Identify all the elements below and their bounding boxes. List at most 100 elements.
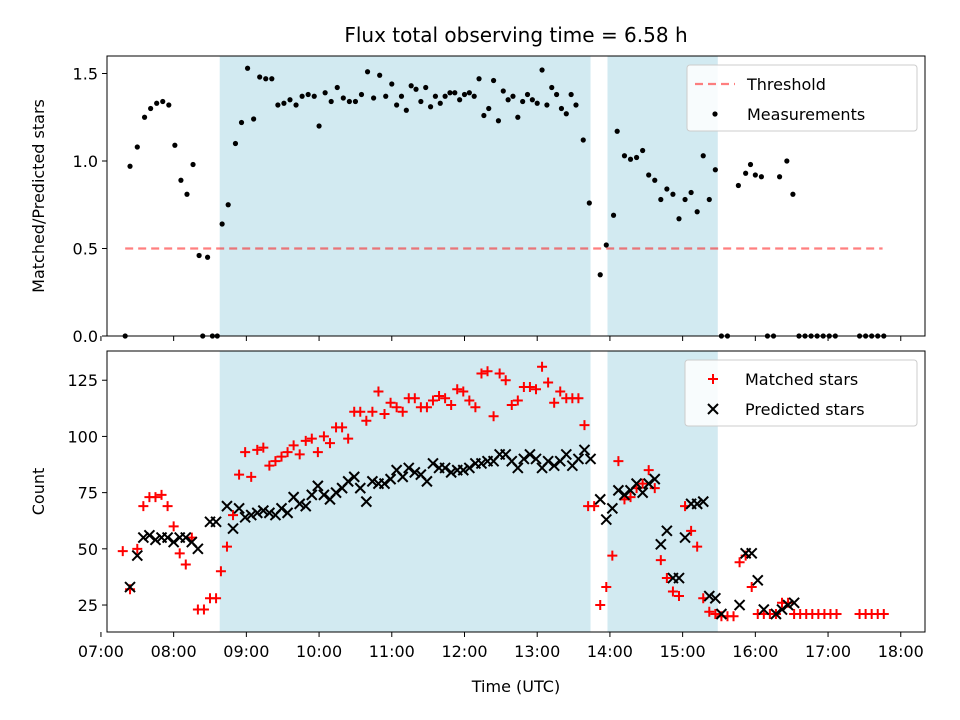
x-tick-label: 13:00 — [514, 642, 560, 661]
predicted-star-point — [697, 495, 709, 508]
matched-star-point — [488, 411, 499, 422]
matched-star-point — [643, 465, 654, 476]
matched-star-point — [306, 433, 317, 444]
matched-star-point — [728, 611, 739, 622]
matched-star-point — [500, 375, 511, 386]
matched-star-point — [409, 393, 420, 404]
measurement-point — [244, 65, 251, 71]
predicted-star-point — [330, 486, 342, 499]
matched-star-point — [162, 501, 173, 512]
predicted-star-point — [427, 457, 439, 470]
measurement-point — [394, 102, 400, 108]
measurement-point — [219, 221, 225, 227]
measurement-point — [664, 186, 670, 192]
predicted-star-point — [275, 502, 288, 515]
measurement-point — [700, 153, 706, 159]
matched-star-point — [595, 600, 606, 611]
measurement-point — [712, 167, 718, 173]
predicted-star-point — [378, 477, 391, 490]
x-tick-label: 15:00 — [660, 642, 706, 661]
matched-star-point — [373, 386, 384, 397]
measurement-point — [178, 177, 184, 183]
matched-star-point — [613, 456, 624, 467]
predicted-star-point — [691, 498, 703, 510]
predicted-star-point — [167, 536, 180, 548]
chart-title: Flux total observing time = 6.58 h — [344, 23, 687, 47]
measurement-point — [127, 163, 133, 169]
predicted-star-point — [642, 477, 655, 490]
matched-star-point — [710, 609, 721, 620]
matched-star-point — [573, 393, 584, 404]
matched-star-point — [174, 548, 185, 559]
measurement-point — [316, 123, 322, 129]
matched-star-point — [150, 492, 161, 503]
matched-star-point — [379, 408, 390, 419]
measurement-point — [172, 142, 178, 148]
matched-star-point — [421, 402, 432, 413]
matched-star-point — [355, 406, 366, 417]
matched-star-point — [276, 451, 287, 462]
predicted-star-point — [788, 597, 800, 609]
matched-star-point — [607, 550, 618, 561]
predicted-star-point — [239, 511, 251, 524]
matched-star-point — [300, 435, 311, 446]
measurement-point — [287, 97, 293, 103]
matched-star-point — [589, 501, 600, 512]
measurement-point — [558, 105, 565, 112]
measurement-point — [670, 191, 676, 197]
matched-star-point — [506, 399, 517, 410]
matched-star-point — [704, 606, 715, 617]
measurement-point — [658, 196, 664, 203]
y-tick-label: 75 — [78, 484, 98, 503]
measurement-point — [358, 91, 365, 98]
measurement-point — [752, 172, 758, 178]
measurement-point — [790, 191, 796, 197]
predicted-star-point — [360, 495, 373, 508]
observing-interval-0 — [219, 351, 591, 632]
matched-star-point — [168, 521, 179, 532]
predicted-star-point — [584, 453, 597, 465]
measurement-point — [652, 177, 658, 183]
predicted-star-point — [439, 462, 451, 474]
measurement-point — [275, 102, 281, 108]
x-axis-label: Time (UTC) — [471, 677, 560, 696]
matched-star-point — [367, 406, 378, 417]
predicted-star-point — [606, 502, 619, 515]
x-tick-label: 17:00 — [805, 642, 851, 661]
legend-matched-swatch — [708, 374, 718, 384]
measurement-point — [500, 88, 506, 94]
predicted-star-point — [366, 475, 379, 488]
matched-star-point — [524, 381, 535, 392]
measurement-point — [427, 104, 434, 110]
matched-star-point — [343, 433, 354, 444]
measurement-point — [160, 98, 166, 105]
measurement-point — [706, 196, 712, 203]
measurement-point — [520, 98, 526, 105]
predicted-star-point — [594, 493, 606, 506]
measurement-point — [688, 189, 694, 196]
matched-star-point — [734, 557, 745, 568]
matched-star-point — [692, 541, 703, 552]
measurement-point — [413, 86, 419, 92]
matched-star-point — [555, 386, 566, 397]
predicted-star-point — [600, 513, 612, 526]
matched-star-point — [446, 399, 457, 410]
predicted-star-point — [403, 462, 415, 474]
matched-star-point — [258, 442, 269, 453]
y-tick-label: 1.0 — [73, 152, 98, 171]
predicted-star-point — [715, 608, 728, 620]
matched-star-point — [294, 449, 305, 460]
matched-star-point — [649, 483, 660, 494]
predicted-star-point — [463, 462, 476, 474]
measurement-point — [614, 128, 620, 134]
measurement-point — [263, 76, 269, 82]
matched-star-point — [215, 566, 226, 577]
measurement-point — [563, 111, 569, 117]
measurement-point — [539, 67, 545, 73]
measurement-point — [322, 90, 328, 96]
predicted-star-point — [661, 525, 673, 537]
measurement-point — [225, 202, 231, 208]
predicted-star-point — [475, 457, 488, 470]
predicted-star-point — [612, 484, 625, 497]
